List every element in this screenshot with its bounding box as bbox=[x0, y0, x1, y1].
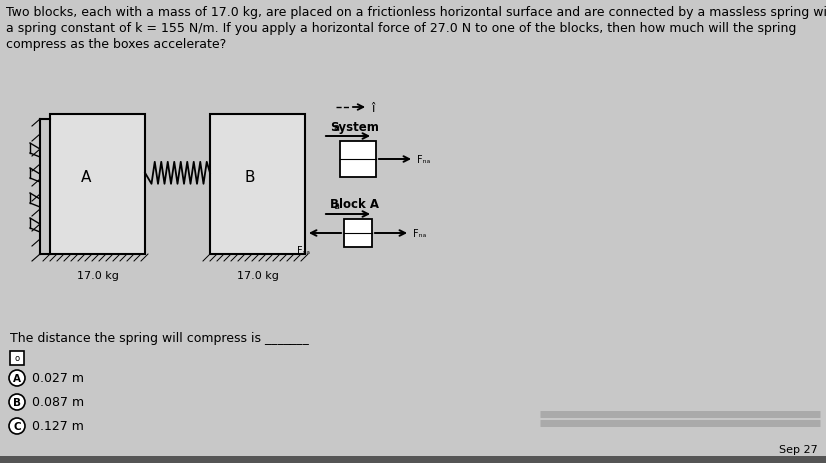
Text: The distance the spring will compress is _______: The distance the spring will compress is… bbox=[10, 332, 309, 344]
Text: A: A bbox=[81, 170, 92, 185]
Text: B: B bbox=[244, 170, 255, 185]
Text: 0.087 m: 0.087 m bbox=[32, 396, 84, 409]
Circle shape bbox=[9, 394, 25, 410]
Text: Two blocks, each with a mass of 17.0 kg, are placed on a frictionless horizontal: Two blocks, each with a mass of 17.0 kg,… bbox=[6, 6, 826, 19]
Circle shape bbox=[9, 418, 25, 434]
Text: a spring constant of k = 155 N/m. If you apply a horizontal force of 27.0 N to o: a spring constant of k = 155 N/m. If you… bbox=[6, 22, 796, 35]
Bar bbox=[10, 351, 24, 365]
Text: Fₙₐ: Fₙₐ bbox=[413, 229, 426, 238]
Text: Fₛₐ: Fₛₐ bbox=[297, 245, 310, 256]
Text: compress as the boxes accelerate?: compress as the boxes accelerate? bbox=[6, 38, 226, 51]
Text: C: C bbox=[13, 421, 21, 431]
Text: a: a bbox=[333, 200, 339, 211]
Text: B: B bbox=[13, 397, 21, 407]
Bar bbox=[50, 115, 145, 255]
Text: 0.027 m: 0.027 m bbox=[32, 372, 84, 385]
Text: o: o bbox=[14, 354, 20, 363]
Bar bbox=[210, 115, 305, 255]
Text: Fₙₐ: Fₙₐ bbox=[417, 155, 430, 165]
Circle shape bbox=[9, 370, 25, 386]
Text: 17.0 kg: 17.0 kg bbox=[77, 270, 118, 281]
Text: 0.127 m: 0.127 m bbox=[32, 419, 84, 432]
Text: î: î bbox=[371, 101, 374, 114]
Text: Sep 27: Sep 27 bbox=[779, 444, 818, 454]
Text: A: A bbox=[13, 373, 21, 383]
Bar bbox=[0, 456, 826, 463]
Text: a: a bbox=[333, 123, 339, 133]
Text: 17.0 kg: 17.0 kg bbox=[236, 270, 278, 281]
Text: Block A: Block A bbox=[330, 198, 379, 211]
Bar bbox=[340, 142, 376, 178]
Bar bbox=[344, 219, 372, 247]
Text: System: System bbox=[330, 121, 379, 134]
